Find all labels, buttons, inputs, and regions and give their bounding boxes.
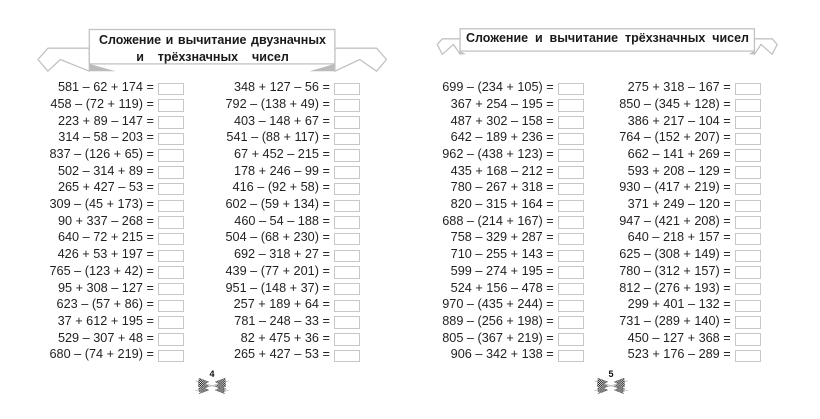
svg-text:4: 4 [209, 370, 214, 379]
svg-text:5: 5 [608, 370, 613, 379]
